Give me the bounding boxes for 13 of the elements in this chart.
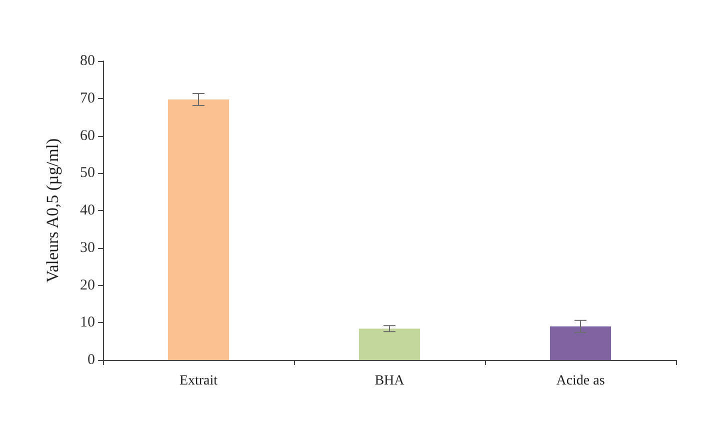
y-tick-label: 0	[88, 352, 95, 368]
x-tick-label: Extrait	[179, 374, 218, 388]
y-tick-label: 30	[80, 240, 95, 256]
y-tick-label: 80	[80, 53, 95, 69]
y-tick-label: 70	[80, 90, 95, 106]
x-tick-label: Acide as	[556, 374, 605, 388]
y-tick-label: 10	[80, 314, 95, 331]
y-tick-label: 40	[80, 202, 95, 218]
y-tick-label: 50	[80, 165, 95, 182]
y-tick-label: 60	[80, 128, 95, 144]
x-tick-label: BHA	[374, 374, 406, 388]
y-tick-label: 20	[80, 277, 95, 294]
y-axis-title: Valeurs A0,5 (µg/ml)	[43, 138, 62, 283]
